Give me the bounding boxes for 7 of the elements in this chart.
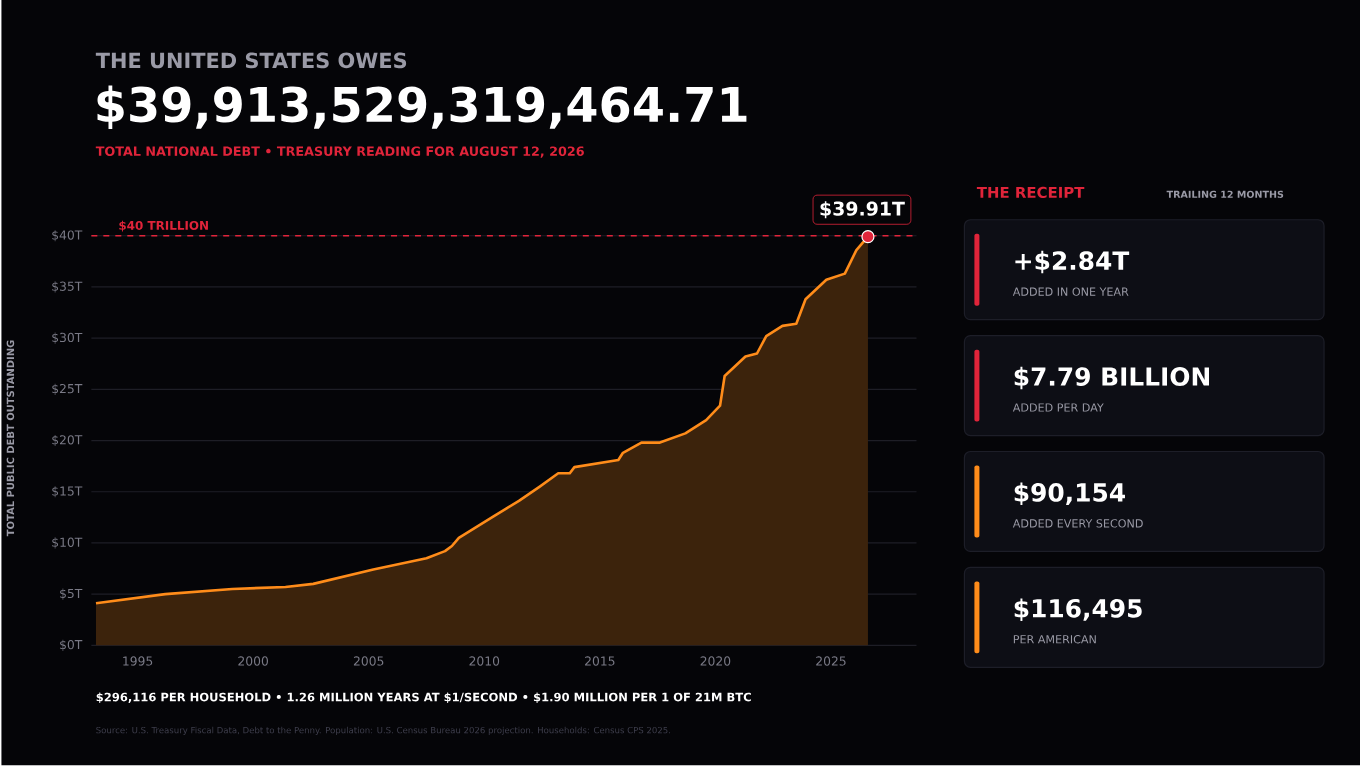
- chart-subtitle: $39,913,529,319,464.71: [97, 86, 747, 130]
- chart-title: THE UNITED STATES OWES: [95, 52, 407, 69]
- text: +$2.84T: [1015, 251, 1130, 274]
- text: $7.79 BILLION: [1014, 367, 1210, 390]
- annotation: $39.91T: [820, 201, 905, 219]
- text: $90,154: [1014, 482, 1125, 506]
- text: $116,495: [1014, 598, 1142, 622]
